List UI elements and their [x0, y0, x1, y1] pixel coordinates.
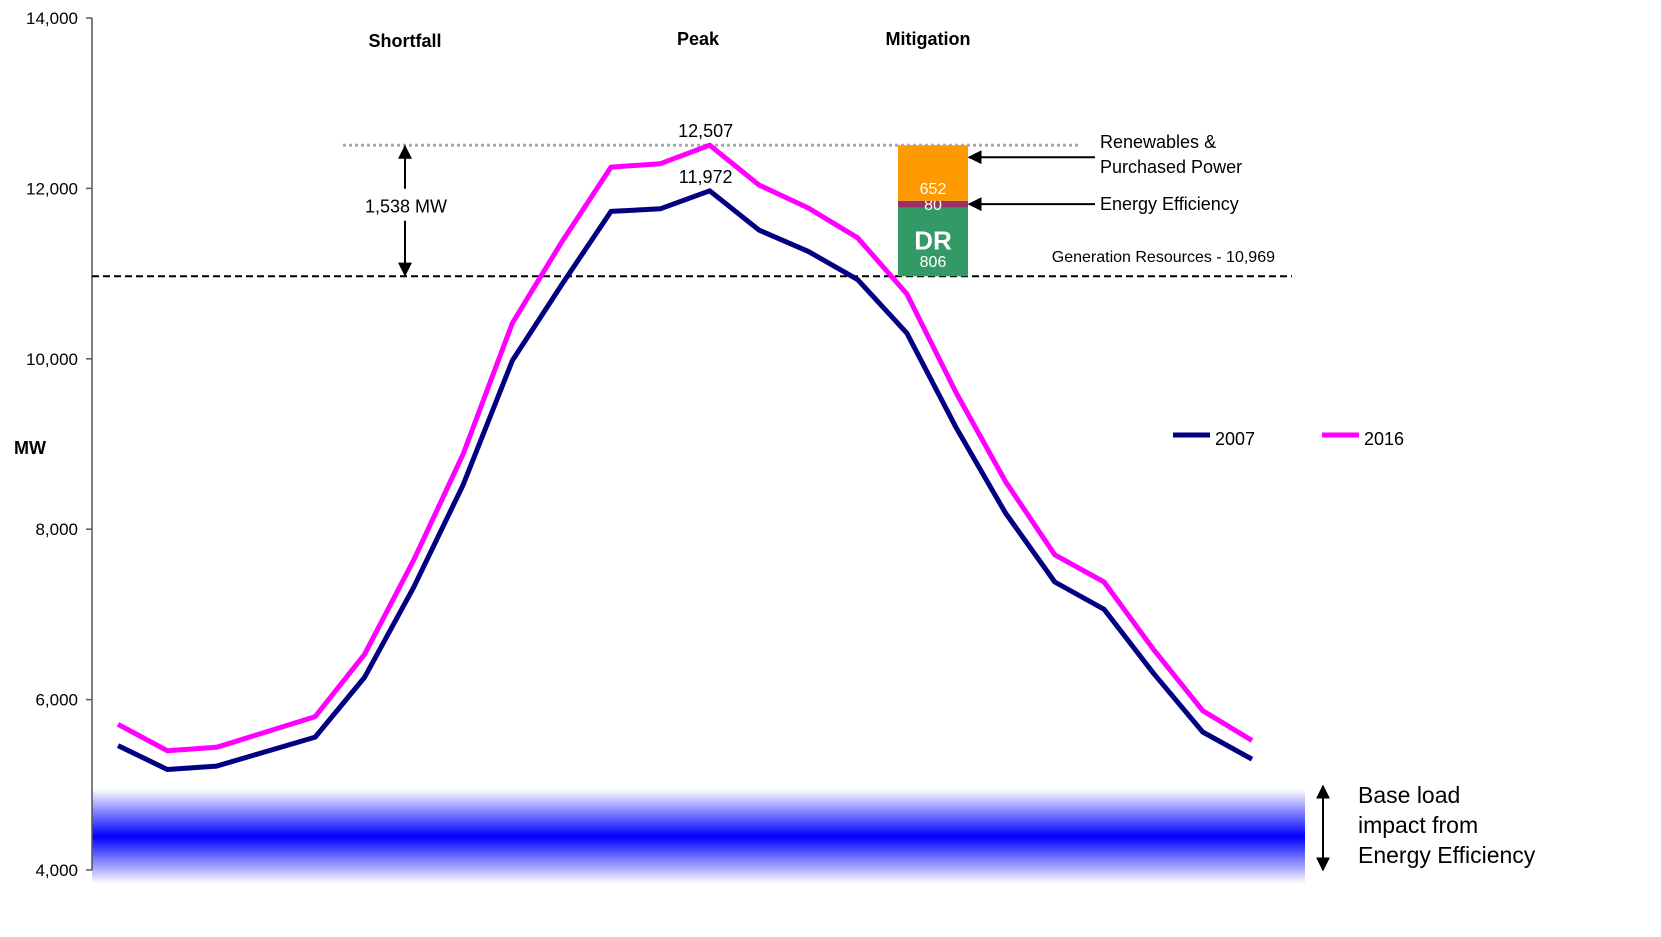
peak-2016-label: 12,507 [678, 121, 733, 141]
series-line-2016 [116, 142, 1254, 754]
legend: 2007 2016 [1173, 429, 1404, 449]
header-peak: Peak [677, 29, 720, 49]
legend-label-2016: 2016 [1364, 429, 1404, 449]
y-tick-label: 10,000 [26, 350, 78, 369]
y-ticks: 4,000 6,000 8,000 10,000 12,000 14,000 [26, 9, 92, 880]
stack-value-label: 806 [920, 254, 947, 271]
stack-dr-label: DR [914, 226, 952, 256]
shortfall-label: 1,538 MW [365, 197, 447, 217]
header-mitigation: Mitigation [886, 29, 971, 49]
stack-segment [898, 207, 968, 277]
series-line-2007 [116, 188, 1254, 772]
stack-value-label: 80 [924, 197, 942, 214]
y-tick-label: 4,000 [35, 861, 78, 880]
generation-resources-label: Generation Resources - 10,969 [1052, 249, 1275, 266]
base-load-band [92, 789, 1305, 884]
stack-note-label: Energy Efficiency [1100, 194, 1239, 214]
base-load-label-line-2: impact from [1358, 812, 1478, 838]
y-axis-label: MW [14, 438, 46, 458]
y-tick-label: 8,000 [35, 520, 78, 539]
peak-2007-label: 11,972 [679, 167, 733, 187]
y-tick-label: 6,000 [35, 691, 78, 710]
header-shortfall: Shortfall [368, 31, 441, 51]
base-load-label-line-3: Energy Efficiency [1358, 842, 1536, 868]
stack-segment [898, 145, 968, 201]
stack-value-label: 652 [920, 181, 947, 198]
legend-label-2007: 2007 [1215, 429, 1255, 449]
stack-note-label: Purchased Power [1100, 157, 1242, 177]
stack-segment [898, 200, 968, 208]
stack-note-label: Renewables & [1100, 132, 1216, 152]
base-load-label-line-1: Base load [1358, 782, 1460, 808]
y-tick-label: 14,000 [26, 9, 78, 28]
y-tick-label: 12,000 [26, 179, 78, 198]
series-group [116, 142, 1254, 772]
